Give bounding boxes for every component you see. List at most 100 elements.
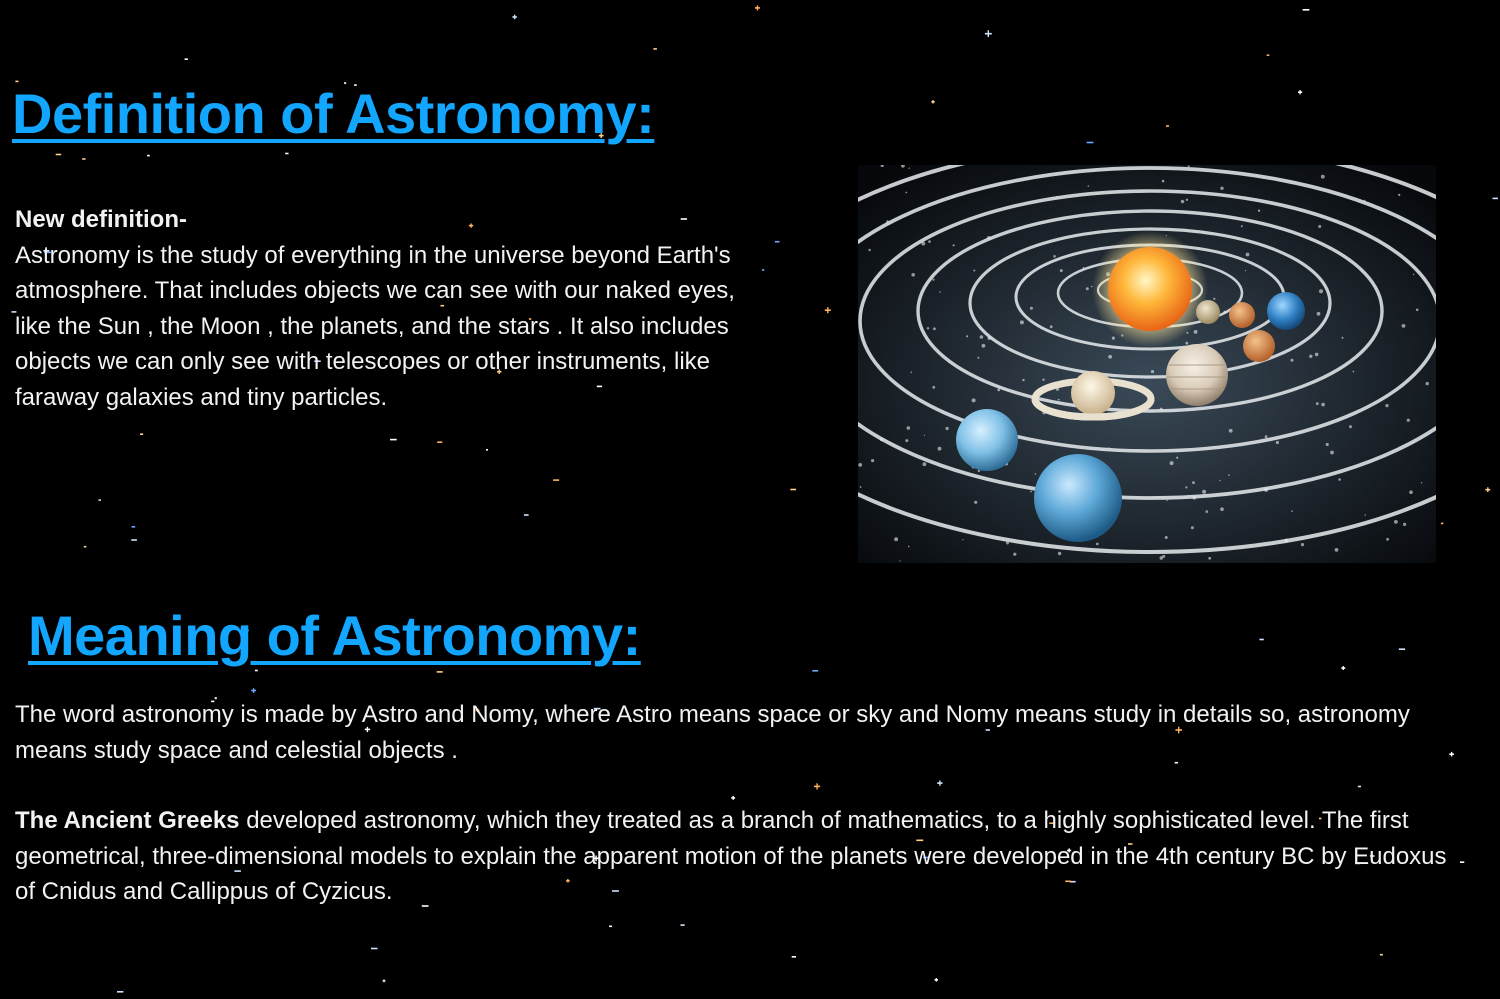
space-dust bbox=[1176, 456, 1179, 459]
space-dust bbox=[923, 434, 925, 436]
space-dust bbox=[1420, 482, 1423, 484]
space-dust bbox=[1291, 510, 1293, 512]
space-dust bbox=[1325, 442, 1329, 447]
space-dust bbox=[1352, 370, 1355, 373]
space-dust bbox=[1409, 490, 1413, 495]
space-dust bbox=[962, 539, 964, 541]
solar-system-image bbox=[858, 165, 1436, 563]
space-dust bbox=[977, 469, 981, 473]
space-dust bbox=[966, 335, 969, 338]
space-dust bbox=[1087, 185, 1090, 187]
space-dust bbox=[1398, 193, 1401, 197]
space-dust bbox=[1364, 514, 1366, 516]
space-dust bbox=[933, 327, 936, 331]
space-dust bbox=[1316, 311, 1321, 316]
space-dust bbox=[1022, 378, 1025, 382]
space-dust bbox=[1406, 418, 1410, 422]
space-dust bbox=[1187, 165, 1190, 168]
space-dust bbox=[880, 165, 884, 168]
space-dust bbox=[907, 545, 910, 548]
space-dust bbox=[921, 241, 926, 246]
space-dust bbox=[1108, 354, 1112, 359]
space-dust bbox=[1193, 330, 1198, 334]
space-dust bbox=[1202, 489, 1207, 494]
space-dust bbox=[1290, 358, 1294, 362]
space-dust bbox=[1228, 428, 1233, 433]
space-dust bbox=[945, 426, 949, 431]
space-dust bbox=[1161, 179, 1165, 183]
space-dust bbox=[1059, 269, 1063, 273]
space-dust bbox=[1208, 556, 1212, 560]
space-dust bbox=[974, 500, 978, 504]
definition-paragraph: New definition- Astronomy is the study o… bbox=[15, 202, 755, 416]
space-dust bbox=[922, 462, 927, 467]
space-dust bbox=[1403, 522, 1407, 526]
space-dust bbox=[939, 291, 941, 293]
space-dust bbox=[1257, 209, 1261, 212]
space-dust bbox=[1085, 287, 1089, 291]
space-dust bbox=[1413, 273, 1415, 276]
space-dust bbox=[1164, 536, 1168, 539]
space-dust bbox=[952, 244, 955, 247]
space-dust bbox=[1185, 198, 1189, 201]
space-dust bbox=[1334, 548, 1339, 552]
space-dust bbox=[1264, 435, 1268, 439]
space-dust bbox=[1049, 325, 1053, 329]
space-dust bbox=[905, 439, 909, 443]
space-dust bbox=[1159, 556, 1164, 560]
meaning-heading: Meaning of Astronomy: bbox=[28, 604, 641, 667]
space-dust bbox=[1386, 537, 1389, 541]
space-dust bbox=[971, 398, 976, 403]
space-dust bbox=[1220, 507, 1224, 512]
space-dust bbox=[858, 463, 863, 467]
space-dust bbox=[1185, 341, 1189, 345]
space-dust bbox=[1349, 425, 1352, 429]
space-dust bbox=[1330, 450, 1334, 455]
space-dust bbox=[1401, 324, 1406, 328]
space-dust bbox=[1190, 526, 1194, 530]
space-dust bbox=[1169, 461, 1174, 466]
space-dust bbox=[894, 537, 899, 542]
new-definition-label: New definition- bbox=[15, 206, 187, 233]
space-dust bbox=[1053, 255, 1056, 258]
space-dust bbox=[1180, 199, 1185, 204]
space-dust bbox=[910, 371, 912, 374]
space-dust bbox=[926, 327, 930, 330]
space-dust bbox=[1245, 252, 1250, 257]
space-dust bbox=[1213, 297, 1216, 300]
space-dust bbox=[997, 388, 1001, 392]
space-dust bbox=[1185, 486, 1188, 489]
ancient-greeks-body: developed astronomy, which they treated … bbox=[15, 807, 1447, 906]
space-dust bbox=[1042, 378, 1045, 381]
space-dust bbox=[1019, 320, 1024, 325]
space-dust bbox=[1111, 336, 1115, 340]
space-dust bbox=[1385, 404, 1389, 408]
space-dust bbox=[1321, 402, 1325, 407]
space-dust bbox=[937, 446, 942, 451]
space-dust bbox=[911, 273, 915, 277]
space-dust bbox=[1338, 478, 1341, 481]
space-dust bbox=[1205, 510, 1209, 513]
space-dust bbox=[973, 269, 976, 272]
space-dust bbox=[1057, 398, 1060, 401]
space-dust bbox=[1013, 552, 1017, 556]
space-dust bbox=[1220, 186, 1224, 190]
space-dust bbox=[932, 385, 936, 389]
space-dust bbox=[899, 560, 901, 562]
space-dust bbox=[1192, 481, 1195, 484]
space-dust bbox=[1415, 308, 1419, 312]
space-dust bbox=[1029, 306, 1033, 310]
definition-heading: Definition of Astronomy: bbox=[12, 82, 655, 145]
space-dust bbox=[1150, 370, 1155, 374]
space-dust bbox=[928, 240, 931, 243]
space-dust bbox=[1300, 543, 1305, 547]
space-dust bbox=[1240, 225, 1243, 228]
space-dust bbox=[977, 356, 980, 359]
space-dust bbox=[1166, 499, 1168, 502]
space-dust bbox=[901, 165, 905, 168]
space-dust bbox=[932, 278, 935, 281]
space-dust bbox=[1309, 354, 1313, 358]
space-dust bbox=[905, 191, 908, 194]
space-dust bbox=[868, 248, 871, 252]
space-dust bbox=[1319, 289, 1323, 294]
